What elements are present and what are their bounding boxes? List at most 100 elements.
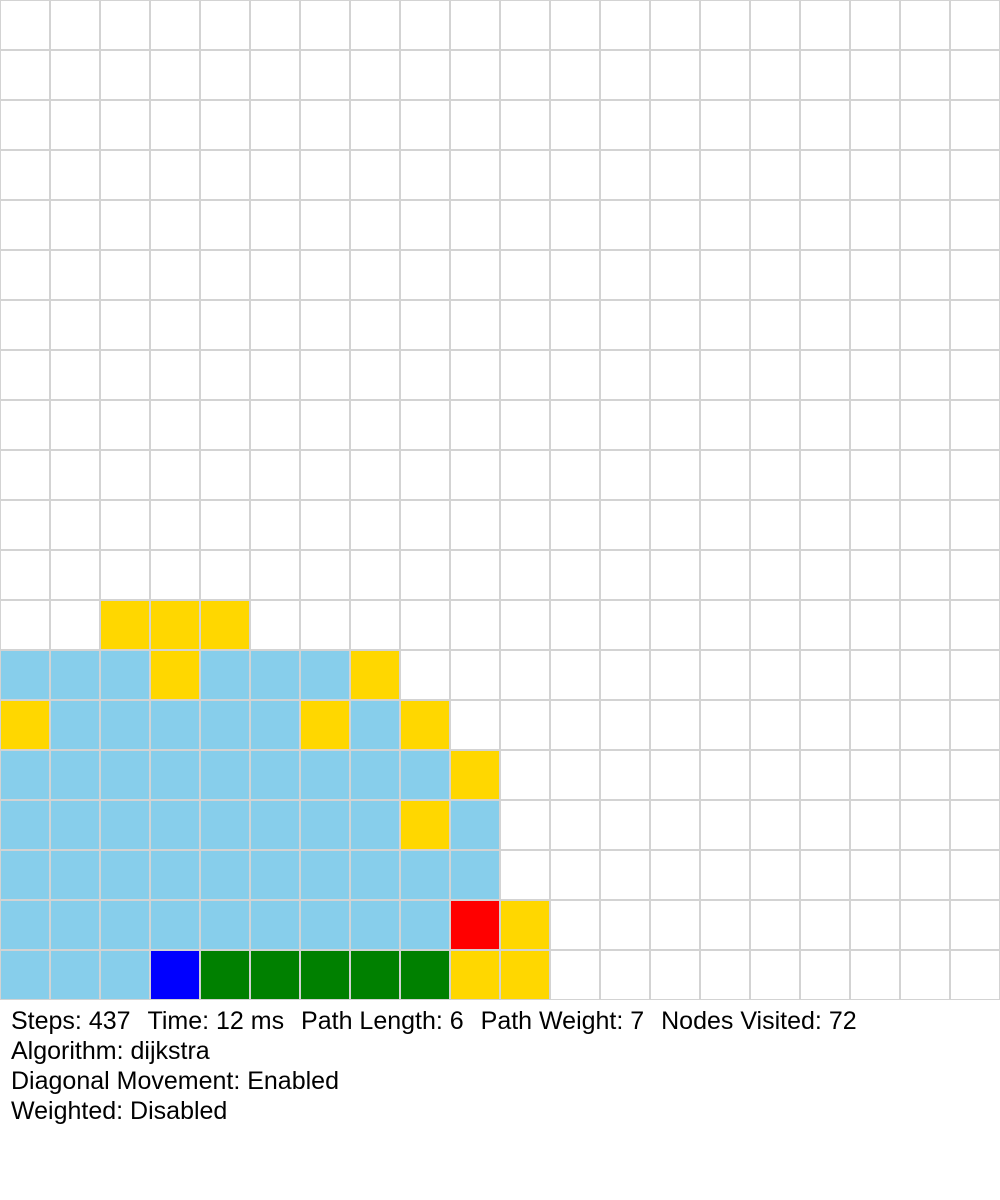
grid-cell-empty[interactable] — [550, 400, 600, 450]
grid-cell-start[interactable] — [150, 950, 200, 1000]
grid-cell-empty[interactable] — [400, 500, 450, 550]
grid-cell-empty[interactable] — [850, 350, 900, 400]
grid-cell-empty[interactable] — [850, 0, 900, 50]
grid-cell-visited[interactable] — [0, 900, 50, 950]
grid-cell-empty[interactable] — [350, 250, 400, 300]
grid-cell-empty[interactable] — [50, 0, 100, 50]
grid-cell-empty[interactable] — [550, 900, 600, 950]
grid-cell-visited[interactable] — [50, 700, 100, 750]
grid-cell-empty[interactable] — [650, 650, 700, 700]
grid-cell-visited[interactable] — [250, 750, 300, 800]
grid-cell-empty[interactable] — [450, 50, 500, 100]
grid-cell-empty[interactable] — [350, 350, 400, 400]
grid-cell-visited[interactable] — [250, 850, 300, 900]
grid-cell-empty[interactable] — [0, 0, 50, 50]
grid-cell-empty[interactable] — [50, 500, 100, 550]
grid-cell-empty[interactable] — [900, 650, 950, 700]
grid-cell-empty[interactable] — [400, 300, 450, 350]
grid-cell-empty[interactable] — [0, 400, 50, 450]
grid-cell-empty[interactable] — [600, 300, 650, 350]
grid-cell-empty[interactable] — [750, 200, 800, 250]
grid-cell-empty[interactable] — [900, 350, 950, 400]
grid-cell-visited[interactable] — [450, 800, 500, 850]
grid-cell-empty[interactable] — [500, 350, 550, 400]
grid-cell-empty[interactable] — [750, 50, 800, 100]
grid-cell-empty[interactable] — [950, 100, 1000, 150]
grid-cell-empty[interactable] — [200, 0, 250, 50]
grid-cell-visited[interactable] — [0, 950, 50, 1000]
grid-cell-end[interactable] — [450, 900, 500, 950]
grid-cell-empty[interactable] — [200, 50, 250, 100]
grid-cell-empty[interactable] — [50, 250, 100, 300]
grid-cell-empty[interactable] — [450, 250, 500, 300]
grid-cell-empty[interactable] — [400, 100, 450, 150]
grid-cell-empty[interactable] — [250, 100, 300, 150]
grid-cell-empty[interactable] — [400, 50, 450, 100]
grid-cell-empty[interactable] — [50, 300, 100, 350]
grid-cell-empty[interactable] — [600, 450, 650, 500]
grid-cell-empty[interactable] — [800, 300, 850, 350]
grid-cell-empty[interactable] — [700, 450, 750, 500]
grid-cell-empty[interactable] — [850, 750, 900, 800]
grid-cell-visited[interactable] — [250, 900, 300, 950]
grid-cell-frontier[interactable] — [150, 650, 200, 700]
grid-cell-empty[interactable] — [650, 600, 700, 650]
grid-cell-empty[interactable] — [550, 100, 600, 150]
grid-cell-empty[interactable] — [950, 200, 1000, 250]
grid-cell-empty[interactable] — [850, 150, 900, 200]
grid-cell-empty[interactable] — [850, 50, 900, 100]
grid-cell-empty[interactable] — [700, 950, 750, 1000]
grid-cell-empty[interactable] — [500, 200, 550, 250]
grid-cell-empty[interactable] — [200, 500, 250, 550]
grid-cell-empty[interactable] — [450, 450, 500, 500]
grid-cell-empty[interactable] — [950, 150, 1000, 200]
grid-cell-empty[interactable] — [950, 850, 1000, 900]
grid-cell-empty[interactable] — [550, 700, 600, 750]
grid-cell-empty[interactable] — [800, 450, 850, 500]
grid-cell-empty[interactable] — [700, 900, 750, 950]
grid-cell-visited[interactable] — [150, 800, 200, 850]
grid-cell-empty[interactable] — [400, 400, 450, 450]
grid-cell-empty[interactable] — [550, 150, 600, 200]
grid-cell-empty[interactable] — [700, 400, 750, 450]
grid-cell-empty[interactable] — [450, 350, 500, 400]
grid-cell-visited[interactable] — [350, 850, 400, 900]
grid-cell-empty[interactable] — [50, 600, 100, 650]
grid-cell-visited[interactable] — [350, 800, 400, 850]
grid-cell-empty[interactable] — [750, 300, 800, 350]
grid-cell-empty[interactable] — [150, 450, 200, 500]
grid-cell-empty[interactable] — [250, 50, 300, 100]
grid-cell-empty[interactable] — [550, 50, 600, 100]
grid-cell-empty[interactable] — [750, 100, 800, 150]
grid-cell-empty[interactable] — [950, 700, 1000, 750]
grid-cell-empty[interactable] — [850, 400, 900, 450]
grid-cell-visited[interactable] — [350, 900, 400, 950]
grid-cell-empty[interactable] — [900, 50, 950, 100]
grid-cell-empty[interactable] — [900, 700, 950, 750]
grid-cell-empty[interactable] — [950, 600, 1000, 650]
grid-cell-empty[interactable] — [150, 350, 200, 400]
grid-cell-empty[interactable] — [650, 850, 700, 900]
grid-cell-empty[interactable] — [700, 100, 750, 150]
grid-cell-visited[interactable] — [350, 750, 400, 800]
grid-cell-visited[interactable] — [300, 650, 350, 700]
grid-cell-empty[interactable] — [350, 150, 400, 200]
grid-cell-empty[interactable] — [200, 300, 250, 350]
grid-cell-empty[interactable] — [850, 250, 900, 300]
grid-cell-empty[interactable] — [900, 800, 950, 850]
grid-cell-empty[interactable] — [300, 150, 350, 200]
grid-cell-empty[interactable] — [900, 600, 950, 650]
grid-cell-empty[interactable] — [450, 550, 500, 600]
grid-cell-empty[interactable] — [450, 0, 500, 50]
grid-cell-empty[interactable] — [550, 250, 600, 300]
grid-cell-empty[interactable] — [750, 750, 800, 800]
grid-cell-empty[interactable] — [550, 200, 600, 250]
grid-cell-empty[interactable] — [400, 0, 450, 50]
grid-cell-frontier[interactable] — [300, 700, 350, 750]
grid-cell-empty[interactable] — [700, 600, 750, 650]
grid-cell-empty[interactable] — [800, 600, 850, 650]
grid-cell-empty[interactable] — [750, 850, 800, 900]
grid-cell-empty[interactable] — [900, 500, 950, 550]
grid-cell-empty[interactable] — [0, 550, 50, 600]
pathfinding-grid[interactable] — [0, 0, 1000, 1000]
